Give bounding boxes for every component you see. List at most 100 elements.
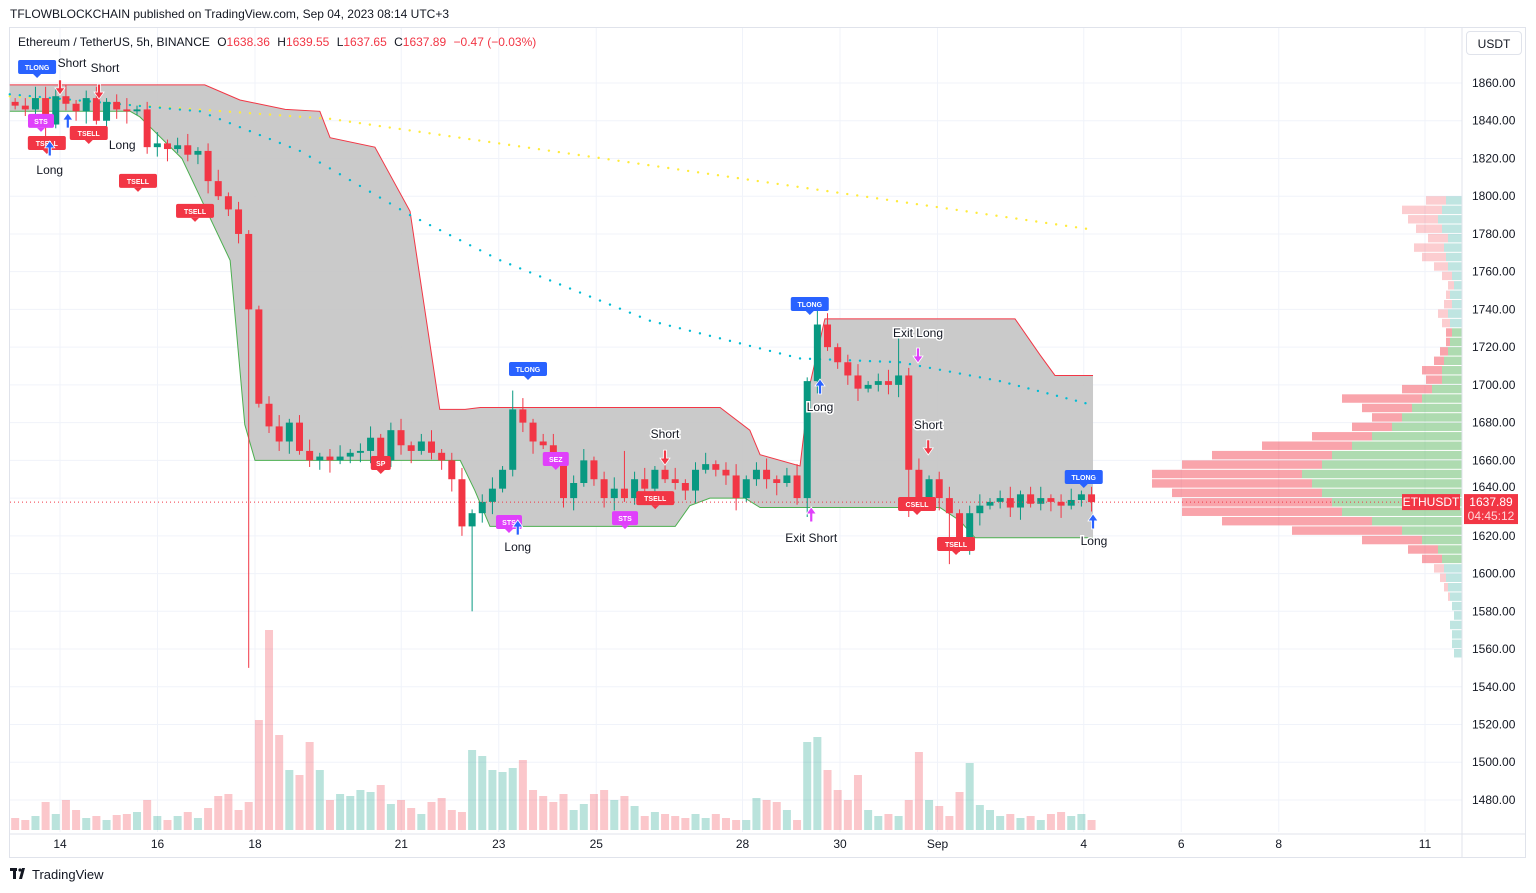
candle-body[interactable] xyxy=(427,441,435,453)
candle-body[interactable] xyxy=(884,381,892,385)
candle-body[interactable] xyxy=(529,422,537,442)
candle-body[interactable] xyxy=(336,456,344,461)
candle-body[interactable] xyxy=(316,456,324,461)
candle-body[interactable] xyxy=(864,384,872,389)
candle-body[interactable] xyxy=(996,498,1004,502)
candle-body[interactable] xyxy=(722,469,730,476)
candle-body[interactable] xyxy=(559,456,567,499)
candle-body[interactable] xyxy=(417,441,425,451)
candle-body[interactable] xyxy=(326,456,334,461)
candle-body[interactable] xyxy=(275,426,283,442)
candle-body[interactable] xyxy=(834,347,842,363)
candle-body[interactable] xyxy=(1047,498,1055,502)
candle-body[interactable] xyxy=(407,445,415,451)
candle-body[interactable] xyxy=(11,101,19,106)
currency-button[interactable]: USDT xyxy=(1466,31,1522,55)
candle-body[interactable] xyxy=(590,460,598,480)
candle-body[interactable] xyxy=(204,150,212,182)
candle-body[interactable] xyxy=(732,475,740,499)
candle-body[interactable] xyxy=(925,479,933,499)
candle-body[interactable] xyxy=(742,479,750,499)
candle-body[interactable] xyxy=(62,96,70,104)
candle-body[interactable] xyxy=(1067,499,1075,506)
candle-body[interactable] xyxy=(519,409,527,423)
candle-body[interactable] xyxy=(549,445,557,457)
candle-body[interactable] xyxy=(265,403,273,427)
candle-body[interactable] xyxy=(306,450,314,461)
candle-body[interactable] xyxy=(468,513,476,527)
candle-body[interactable] xyxy=(752,469,760,480)
candle-body[interactable] xyxy=(42,98,50,125)
candle-body[interactable] xyxy=(1057,501,1065,506)
candle-body[interactable] xyxy=(21,105,29,110)
candle-body[interactable] xyxy=(235,209,243,234)
candle-body[interactable] xyxy=(631,479,639,499)
candle-body[interactable] xyxy=(712,464,720,470)
candle-body[interactable] xyxy=(641,479,649,489)
candle-body[interactable] xyxy=(438,452,446,461)
candle-body[interactable] xyxy=(915,469,923,499)
candle-body[interactable] xyxy=(295,422,303,451)
candle-body[interactable] xyxy=(214,181,222,197)
candle-body[interactable] xyxy=(488,488,496,502)
candle-body[interactable] xyxy=(854,375,862,389)
candle-body[interactable] xyxy=(793,475,801,499)
candle-body[interactable] xyxy=(143,109,151,148)
candle-body[interactable] xyxy=(966,513,974,546)
candle-body[interactable] xyxy=(1077,494,1085,500)
candle-body[interactable] xyxy=(783,475,791,484)
candle-body[interactable] xyxy=(1088,494,1096,503)
candle-body[interactable] xyxy=(763,469,771,480)
candle-body[interactable] xyxy=(224,196,232,210)
candle-body[interactable] xyxy=(184,145,192,155)
candle-body[interactable] xyxy=(580,460,588,484)
candle-body[interactable] xyxy=(245,233,253,310)
candle-body[interactable] xyxy=(52,96,60,125)
candle-body[interactable] xyxy=(113,101,121,110)
candle-body[interactable] xyxy=(610,488,618,499)
candle-body[interactable] xyxy=(895,375,903,385)
candle-body[interactable] xyxy=(702,464,710,470)
candle-body[interactable] xyxy=(255,309,263,404)
candle-body[interactable] xyxy=(539,441,547,446)
candle-body[interactable] xyxy=(813,324,821,382)
candle-body[interactable] xyxy=(905,375,913,470)
candle-body[interactable] xyxy=(773,479,781,484)
candle-body[interactable] xyxy=(123,109,131,112)
candle-body[interactable] xyxy=(377,437,385,461)
candle-body[interactable] xyxy=(874,381,882,385)
candle-body[interactable] xyxy=(509,409,517,470)
candle-body[interactable] xyxy=(163,143,171,150)
candle-body[interactable] xyxy=(133,109,141,112)
candle-body[interactable] xyxy=(103,101,111,121)
candle-body[interactable] xyxy=(945,498,953,514)
candle-body[interactable] xyxy=(285,422,293,442)
candle-body[interactable] xyxy=(1006,498,1014,508)
candle-body[interactable] xyxy=(956,513,964,546)
candle-body[interactable] xyxy=(681,483,689,491)
candle-body[interactable] xyxy=(671,479,679,484)
candle-body[interactable] xyxy=(986,501,994,506)
candle-body[interactable] xyxy=(346,452,354,457)
candle-body[interactable] xyxy=(661,469,669,480)
candle-body[interactable] xyxy=(92,98,100,121)
candle-body[interactable] xyxy=(82,98,90,112)
candle-body[interactable] xyxy=(803,381,811,499)
candle-body[interactable] xyxy=(976,505,984,514)
candle-body[interactable] xyxy=(651,469,659,489)
candle-body[interactable] xyxy=(1016,494,1024,508)
candle-body[interactable] xyxy=(570,483,578,499)
candle-body[interactable] xyxy=(620,488,628,499)
candle-body[interactable] xyxy=(824,324,832,348)
candle-body[interactable] xyxy=(458,479,466,527)
candle-body[interactable] xyxy=(935,479,943,499)
candle-body[interactable] xyxy=(692,469,700,491)
candle-body[interactable] xyxy=(153,143,161,148)
candle-body[interactable] xyxy=(499,469,507,489)
candle-body[interactable] xyxy=(448,460,456,480)
candle-body[interactable] xyxy=(367,437,375,451)
candle-body[interactable] xyxy=(1037,498,1045,504)
candle-body[interactable] xyxy=(174,145,182,150)
candle-body[interactable] xyxy=(31,98,39,110)
